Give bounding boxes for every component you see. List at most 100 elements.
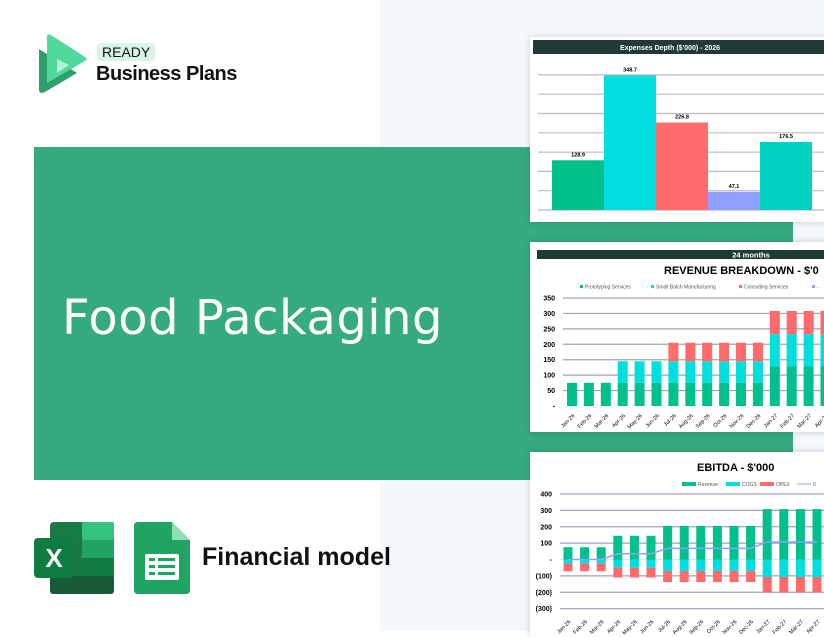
legend-label: - (817, 285, 819, 291)
bar-segment (779, 560, 788, 578)
expenses-chart: Expenses Depth ($'000) - 2026128.9348.72… (530, 37, 824, 222)
x-tick-label: Dec-26 (746, 413, 763, 430)
bar-segment (567, 383, 577, 406)
chart-header-label: 24 months (732, 251, 770, 260)
y-tick-label: (200) (536, 590, 552, 597)
x-tick-label: Aug-26 (672, 619, 689, 636)
x-tick-label: Feb-26 (572, 619, 589, 636)
bar-segment (702, 343, 712, 362)
bar-segment (813, 577, 822, 592)
legend-label: OPEX (776, 482, 791, 488)
x-tick-label: Nov-26 (722, 619, 739, 636)
bar-segment (680, 571, 689, 582)
bar-segment (746, 571, 755, 582)
bar-segment (804, 334, 814, 366)
bar-segment (713, 560, 722, 571)
bar-segment (685, 343, 695, 362)
y-tick-label: 300 (543, 311, 555, 318)
y-tick-label: 400 (540, 492, 552, 499)
bar-segment (652, 361, 662, 383)
bar-segment (796, 560, 805, 578)
bar-segment (696, 560, 705, 571)
bar-segment (719, 383, 729, 406)
bar (552, 160, 604, 210)
bar-segment (584, 383, 594, 406)
bar (656, 123, 708, 210)
x-tick-label: Jan-26 (560, 413, 576, 429)
x-tick-label: Aug-26 (678, 413, 695, 430)
bar-segment (702, 361, 712, 383)
bar-segment (635, 383, 645, 406)
bar-segment (580, 564, 589, 572)
bar-segment (787, 311, 797, 334)
x-tick-label: May-26 (622, 619, 639, 636)
data-label: 176.5 (779, 134, 793, 140)
bar-segment (630, 560, 639, 568)
legend-swatch (760, 482, 774, 486)
y-tick-label: 100 (540, 541, 552, 548)
bar-segment (746, 526, 755, 560)
chart-title: EBITDA - $'000 (697, 462, 774, 474)
bar-segment (763, 577, 772, 592)
bar-segment (753, 383, 763, 406)
bar-segment (736, 383, 746, 406)
bar-segment (613, 568, 622, 578)
bar-segment (580, 547, 589, 559)
x-tick-label: Mar-26 (589, 619, 606, 636)
financial-model-label: Financial model (202, 543, 391, 572)
bar-segment (730, 560, 739, 571)
bar-segment (770, 334, 780, 366)
bar-segment (564, 547, 573, 559)
bar-segment (730, 571, 739, 582)
legend-label: Small Batch Manufacturing (656, 285, 716, 291)
x-tick-label: Oct-26 (713, 413, 729, 429)
bar-segment (564, 564, 573, 572)
bar-segment (680, 560, 689, 571)
x-tick-label: Apr-26 (606, 619, 622, 635)
x-tick-label: Apr-26 (611, 413, 627, 429)
bar (708, 192, 760, 210)
bar-segment (663, 571, 672, 582)
bar-segment (696, 526, 705, 560)
y-tick-label: 150 (543, 357, 555, 364)
legend-swatch (651, 285, 654, 288)
bar-segment (804, 311, 814, 334)
bar (760, 142, 812, 210)
bar-segment (652, 383, 662, 406)
bar-segment (668, 343, 678, 362)
bar-segment (601, 383, 611, 406)
y-tick-label: 200 (543, 342, 555, 349)
legend-label: Consulting Services (744, 285, 789, 291)
google-sheets-icon (134, 522, 190, 594)
x-tick-label: Jun-26 (639, 619, 655, 635)
y-tick-label: 50 (547, 388, 555, 395)
bar-segment (763, 509, 772, 559)
chart-title: Expenses Depth ($'000) - 2026 (620, 45, 720, 52)
legend-label: 0 (813, 482, 816, 488)
legend-swatch (726, 482, 740, 486)
bar-segment (647, 536, 656, 560)
bar-segment (702, 383, 712, 406)
x-tick-label: May-26 (627, 413, 644, 430)
bar-segment (736, 361, 746, 383)
bar-segment (719, 361, 729, 383)
y-tick-label: 100 (543, 373, 555, 380)
bar-segment (746, 560, 755, 571)
bar-segment (813, 509, 822, 559)
data-label: 226.8 (675, 115, 689, 121)
bar-segment (821, 367, 824, 406)
bar-segment (730, 526, 739, 560)
x-tick-label: Jan-26 (556, 619, 572, 635)
data-label: 47.1 (729, 184, 740, 190)
x-tick-label: Sep-26 (688, 619, 705, 636)
bar-segment (804, 367, 814, 406)
x-tick-label: Jun-26 (645, 413, 661, 429)
data-label: 348.7 (623, 68, 637, 74)
x-tick-label: Jan-27 (755, 619, 771, 635)
bar-segment (668, 383, 678, 406)
legend-swatch (682, 482, 696, 486)
bar-segment (713, 526, 722, 560)
bar-segment (696, 571, 705, 582)
page-title: Food Packaging (62, 290, 443, 346)
